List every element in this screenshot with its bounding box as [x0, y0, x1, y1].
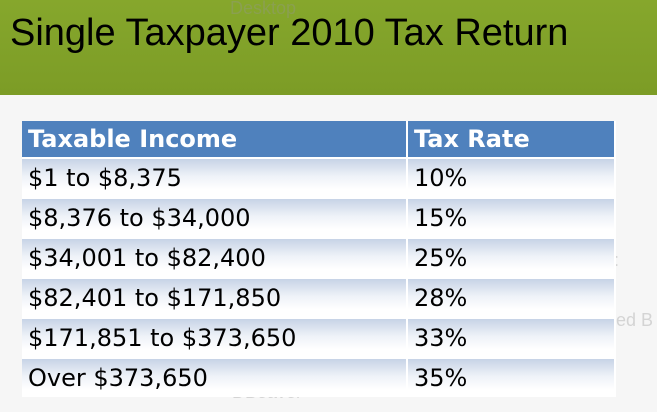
title-band — [0, 0, 657, 95]
table-cell: $1 to $8,375 — [22, 157, 408, 198]
table-row: $1 to $8,375 10% — [22, 157, 616, 198]
column-header: Tax Rate — [407, 121, 616, 158]
table-cell: 28% — [407, 277, 616, 318]
table-row: $8,376 to $34,000 15% — [22, 197, 616, 238]
table-cell: 35% — [407, 357, 616, 397]
tax-table: Taxable Income Tax Rate $1 to $8,375 10% $8… — [22, 121, 616, 397]
table-cell: 25% — [407, 237, 616, 278]
header-row: Taxable Income Tax Rate — [22, 121, 616, 158]
background-text: Desktop — [230, 0, 297, 18]
table-row: Over $373,650 35% — [22, 357, 616, 397]
table-cell: Over $373,650 — [22, 357, 408, 397]
table-row: $82,401 to $171,850 28% — [22, 277, 616, 318]
table-row: $34,001 to $82,400 25% — [22, 237, 616, 278]
slide-title: Single Taxpayer 2010 Tax Return — [10, 12, 569, 54]
table-row: $171,851 to $373,650 33% — [22, 317, 616, 358]
table-cell: $8,376 to $34,000 — [22, 197, 408, 238]
table-cell: $171,851 to $373,650 — [22, 317, 408, 358]
table-cell: $82,401 to $171,850 — [22, 277, 408, 318]
column-header: Taxable Income — [22, 121, 408, 158]
table-cell: 15% — [407, 197, 616, 238]
table-cell: 10% — [407, 157, 616, 198]
table-cell: $34,001 to $82,400 — [22, 237, 408, 278]
table-cell: 33% — [407, 317, 616, 358]
